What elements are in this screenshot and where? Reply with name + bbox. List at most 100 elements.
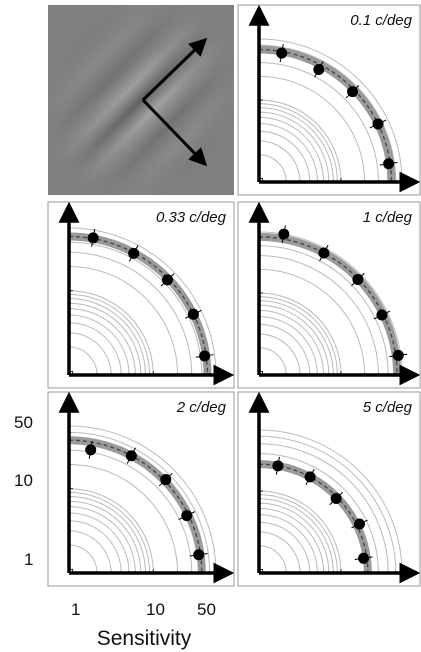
contour-arc: [68, 265, 179, 376]
gabor-envelope: [48, 5, 234, 195]
data-point: [272, 460, 284, 472]
data-point: [313, 63, 325, 75]
contour-arc: [258, 531, 301, 574]
contour-arc: [258, 103, 338, 183]
contour-arc: [258, 268, 366, 376]
contour-arc: [68, 530, 112, 574]
data-point: [376, 309, 388, 321]
data-point: [85, 444, 97, 456]
contour-arc: [258, 292, 342, 376]
contour-arc: [68, 520, 122, 574]
contour-arc: [258, 296, 338, 376]
contour-arc: [258, 38, 403, 183]
contour-arc: [258, 521, 311, 574]
contour-arc: [258, 231, 403, 376]
contour-arc: [258, 44, 397, 183]
contour-arc: [68, 332, 112, 376]
contour-arc: [258, 154, 287, 183]
contour-arc: [68, 298, 146, 376]
contour-arc: [258, 300, 334, 376]
contour-arc: [258, 111, 330, 183]
panel-title: 5 c/deg: [363, 399, 413, 416]
contour-arc: [258, 130, 311, 183]
data-point: [193, 549, 205, 561]
contour-arc: [258, 323, 311, 376]
contour-arc: [258, 140, 301, 183]
contour-arc: [68, 491, 151, 574]
contour-arc: [258, 494, 338, 574]
contour-arc: [68, 500, 142, 574]
data-point: [347, 86, 359, 98]
panel-0: 0.1 c/deg: [237, 4, 421, 196]
panel-title: 1 c/deg: [363, 209, 413, 226]
y-tick-label-50: 50: [14, 413, 33, 432]
data-point: [383, 158, 395, 170]
data-point: [161, 274, 173, 286]
contour-arc: [258, 498, 334, 574]
contour-arc: [258, 99, 342, 183]
data-point: [372, 118, 384, 130]
contour-arc: [258, 347, 287, 376]
panel-3: 2 c/deg: [47, 391, 235, 587]
x-tick-labels: 1 10 50: [71, 600, 216, 619]
contour-arc: [68, 449, 193, 574]
data-point: [160, 474, 172, 486]
contour-arc: [258, 116, 325, 183]
y-tick-labels: 50 10 1: [14, 413, 33, 569]
contour-arc: [258, 123, 318, 183]
contour-arc: [258, 309, 325, 376]
contour-arc: [258, 245, 389, 376]
contour-arc: [258, 443, 389, 574]
contour-arc: [258, 453, 379, 574]
data-point: [181, 510, 193, 522]
x-tick-label-1: 1: [71, 600, 80, 619]
data-point: [330, 492, 342, 504]
gabor-stimulus: [48, 5, 234, 195]
data-point: [187, 308, 199, 320]
contour-arc: [258, 435, 397, 574]
contour-arc: [68, 227, 217, 376]
contour-arc: [68, 544, 98, 574]
panel-frame: [237, 4, 421, 196]
panel-title: 0.1 c/deg: [350, 12, 412, 29]
contour-arc: [68, 308, 136, 376]
contour-arc: [68, 496, 146, 574]
panel-2: 1 c/deg: [237, 201, 421, 389]
contour-arc: [68, 425, 217, 574]
data-point: [358, 552, 370, 564]
fit-band: [258, 45, 396, 183]
contour-arc: [258, 75, 366, 183]
panel-frame: [237, 201, 421, 389]
contour-arc: [68, 322, 122, 376]
panel-1: 0.33 c/deg: [47, 201, 235, 389]
x-tick-label-50: 50: [197, 600, 216, 619]
data-point: [278, 228, 290, 240]
contour-arc: [68, 431, 211, 574]
contour-arc: [68, 302, 142, 376]
data-point: [392, 349, 404, 361]
panel-plot: [68, 227, 217, 376]
panels: 0.1 c/deg 0.33 c/deg 1 c/deg 2 c/deg 5 c/deg: [47, 4, 421, 587]
contour-arc: [68, 488, 154, 574]
panel-4: 5 c/deg: [237, 391, 421, 587]
x-axis-title: Sensitivity: [97, 627, 192, 650]
contour-arc: [68, 251, 193, 376]
panel-frame: [237, 391, 421, 587]
panel-frame: [47, 201, 235, 389]
contour-arc: [258, 429, 403, 574]
contour-arc: [258, 255, 379, 376]
y-tick-label-1: 1: [24, 550, 33, 569]
contour-arc: [68, 314, 130, 376]
data-point: [199, 350, 211, 362]
panel-plot: [258, 38, 403, 183]
contour-arc: [258, 490, 342, 574]
orientation-arrow-up: [141, 37, 208, 102]
panel-plot: [258, 429, 403, 574]
panel-title: 0.33 c/deg: [156, 209, 227, 226]
contour-arc: [258, 333, 301, 376]
x-tick-label-10: 10: [146, 600, 165, 619]
data-point: [353, 518, 365, 530]
contour-arc: [258, 107, 334, 183]
data-point: [304, 471, 316, 483]
contour-arc: [258, 507, 325, 574]
